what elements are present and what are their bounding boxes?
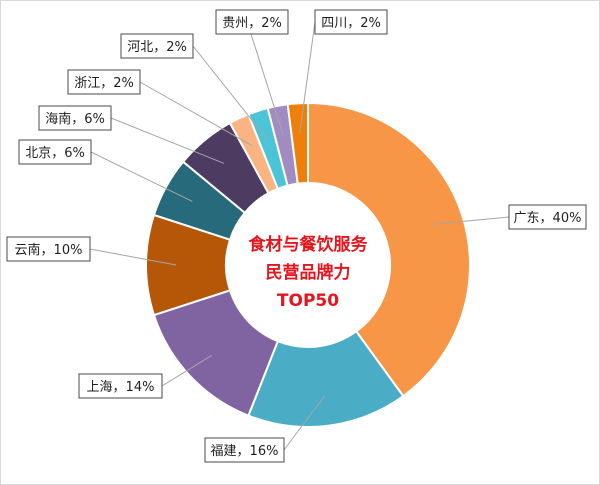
data-label-box (6, 236, 91, 262)
data-label-box (67, 69, 141, 95)
data-label-云南: 云南，10% (6, 236, 91, 262)
data-label-text: 广东，40% (514, 211, 582, 226)
data-label-广东: 广东，40% (508, 204, 587, 230)
leader-line-浙江 (139, 81, 253, 146)
data-label-四川: 四川，2% (314, 9, 388, 35)
data-label-text: 贵州，2% (222, 16, 282, 31)
data-label-box (120, 33, 194, 59)
center-title-line-1: 食材与餐饮服务 (249, 234, 369, 255)
leader-line-贵州 (250, 33, 284, 136)
data-label-福建: 福建，16% (204, 437, 285, 463)
data-label-box (508, 204, 587, 230)
data-label-上海: 上海，14% (78, 373, 163, 399)
slice-福建 (247, 329, 405, 428)
center-title: 食材与餐饮服务 民营品牌力 TOP50 (249, 234, 369, 311)
data-label-text: 北京，6% (25, 146, 85, 161)
leader-line-海南 (110, 117, 225, 164)
data-label-北京: 北京，6% (18, 139, 92, 165)
leader-line-上海 (161, 354, 213, 387)
leader-lines-group (89, 21, 510, 451)
data-label-text: 上海，14% (87, 380, 155, 395)
leader-line-河北 (192, 45, 268, 140)
slice-广东 (307, 101, 471, 398)
center-title-line-3: TOP50 (277, 291, 339, 311)
center-title-line-2: 民营品牌力 (266, 262, 351, 283)
leader-line-福建 (283, 395, 325, 451)
data-labels-group: 广东，40% 福建，16% 上海，14% 云南，10% 北京，6% 海南，6% 浙江，2% 河… (6, 9, 587, 463)
leader-line-广东 (433, 216, 510, 225)
data-label-text: 云南，10% (15, 242, 83, 258)
slices-group (145, 101, 471, 428)
slice-四川 (286, 101, 309, 185)
data-label-海南: 海南，6% (38, 105, 112, 131)
data-label-河北: 河北，2% (120, 33, 194, 59)
data-label-text: 浙江，2% (74, 76, 134, 91)
leader-line-云南 (89, 248, 177, 266)
data-label-text: 河北，2% (127, 40, 187, 55)
leader-line-四川 (299, 21, 316, 134)
data-label-box (18, 139, 92, 165)
data-label-浙江: 浙江，2% (67, 69, 141, 95)
data-label-贵州: 贵州，2% (215, 9, 289, 35)
data-label-text: 海南，6% (45, 111, 105, 127)
data-label-text: 福建，16% (211, 444, 279, 459)
data-label-box (38, 105, 112, 131)
data-label-box (204, 437, 285, 463)
leader-line-北京 (90, 151, 193, 202)
data-label-box (78, 373, 163, 399)
data-label-box (314, 9, 388, 35)
data-label-box (215, 9, 289, 35)
data-label-text: 四川，2% (321, 16, 381, 31)
